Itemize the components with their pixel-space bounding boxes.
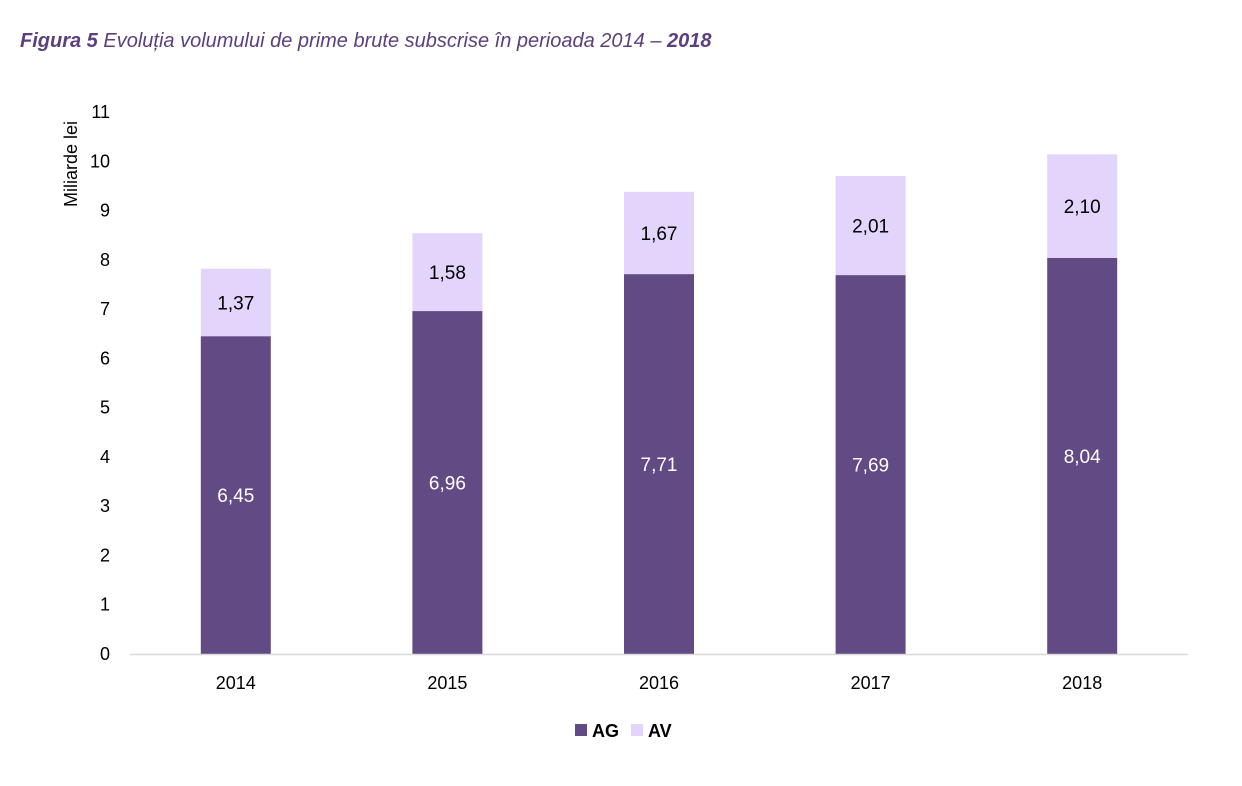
data-label-av-2015: 1,58	[429, 263, 466, 284]
y-tick-label: 10	[90, 151, 110, 171]
bar-av-2018	[1047, 154, 1118, 258]
x-tick-label: 2015	[427, 673, 467, 693]
data-label-ag-2016: 7,71	[641, 455, 678, 476]
data-label-av-2017: 2,01	[852, 217, 889, 238]
y-tick-label: 11	[91, 102, 110, 122]
y-tick-label: 3	[100, 496, 110, 516]
bar-av-2015	[412, 233, 483, 312]
y-tick-label: 4	[100, 447, 110, 467]
y-tick-label: 7	[100, 299, 110, 319]
bar-ag-2017	[835, 275, 906, 654]
y-tick-label: 1	[100, 595, 110, 615]
bar-ag-2016	[624, 274, 694, 654]
x-tick-label: 2017	[851, 673, 891, 693]
y-tick-label: 8	[100, 250, 110, 270]
legend-swatch-ag	[575, 724, 587, 736]
y-axis-title: Miliarde lei	[61, 121, 81, 207]
bar-ag-2018	[1047, 257, 1118, 654]
bar-av-2016	[624, 191, 694, 275]
bar-av-2014	[200, 268, 271, 337]
figure-title: Evoluția volumului de prime brute subscr…	[103, 30, 668, 52]
y-tick-label: 0	[100, 644, 110, 664]
bar-ag-2015	[412, 311, 483, 654]
legend: AG AV	[575, 721, 672, 741]
data-label-ag-2015: 6,96	[429, 474, 466, 495]
data-label-ag-2014: 6,45	[217, 486, 254, 507]
data-label-ag-2018: 8,04	[1064, 447, 1101, 468]
x-tick-label: 2018	[1062, 673, 1102, 693]
y-axis-ticks: 0 1 2 3 4 5 6 7 8 9 10 11	[90, 102, 110, 664]
bar-ag-2014	[200, 336, 271, 654]
data-label-ag-2017: 7,69	[852, 456, 889, 477]
figure-title-end: 2018	[667, 30, 712, 52]
figure-caption: Figura 5 Evoluția volumului de prime bru…	[20, 30, 712, 53]
figure-label: Figura 5	[20, 30, 98, 52]
data-label-av-2014: 1,37	[217, 293, 254, 314]
y-tick-label: 2	[100, 545, 110, 565]
legend-label-av: AV	[648, 721, 672, 741]
y-tick-label: 5	[100, 398, 110, 418]
bars: 6,45 1,37 6,96 1,58 7,71 1,67 7,69 2,01 8,04 2,10	[200, 154, 1118, 654]
x-tick-label: 2014	[216, 673, 256, 693]
y-tick-label: 6	[100, 348, 110, 368]
x-tick-label: 2016	[639, 673, 679, 693]
y-tick-label: 9	[100, 201, 110, 221]
x-axis-ticks: 2014 2015 2016 2017 2018	[216, 673, 1102, 693]
data-label-av-2016: 1,67	[641, 224, 678, 245]
legend-label-ag: AG	[592, 721, 619, 741]
bar-av-2017	[835, 176, 906, 276]
legend-swatch-av	[631, 724, 643, 736]
data-label-av-2018: 2,10	[1064, 197, 1101, 218]
